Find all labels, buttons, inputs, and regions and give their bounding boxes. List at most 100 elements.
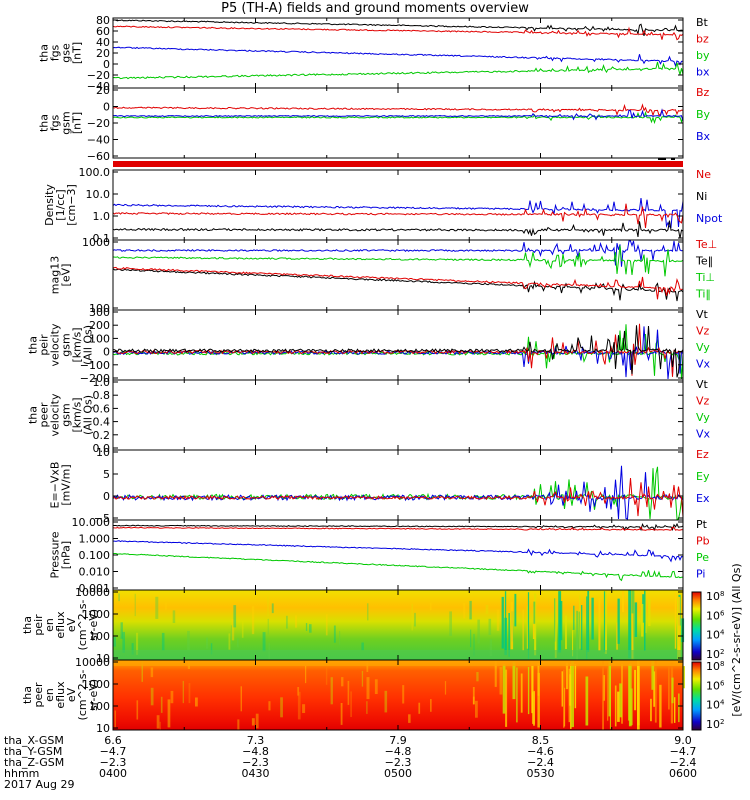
ytick-label: 1.000 — [79, 533, 111, 546]
bt-trace — [112, 19, 684, 37]
peir-spec-streak — [228, 633, 231, 650]
ytick-label: 0.001 — [79, 582, 111, 595]
peer-spec-streak — [650, 698, 652, 722]
peer-spec-streak — [607, 663, 609, 721]
ytick-label: 300 — [89, 306, 110, 319]
ytick-label: 1000 — [82, 608, 110, 621]
ylabel-line: tha — [21, 616, 34, 634]
fgs-gsm-frame — [112, 87, 684, 159]
peer-spec-streak — [494, 661, 497, 687]
legend-efield-2: Ex — [696, 492, 710, 505]
ytick-label: 80 — [96, 14, 110, 27]
peir-spec-streak — [674, 592, 677, 649]
peer-spec-streak — [302, 704, 306, 713]
peir-spec-streak — [489, 639, 493, 656]
bottom-value-t: 0530 — [526, 767, 555, 780]
peir-spec-streak — [677, 596, 681, 655]
colorbar-tick: 102 — [706, 718, 724, 731]
peir-spec-streak — [463, 603, 466, 619]
ytick-label: 10 — [96, 652, 110, 665]
peir-spec-streak — [325, 614, 328, 636]
legend-fgs-gse-1: bz — [696, 33, 709, 46]
peer-spec-streak — [561, 671, 563, 707]
legend-pressure-3: Pi — [696, 568, 705, 581]
peir-spec-streak — [267, 596, 269, 616]
ylabel-line: gse — [60, 43, 73, 63]
ylabel-line: tha — [38, 114, 51, 132]
bottom-value-y: −4.7 — [669, 745, 697, 758]
bottom-value-z: −2.4 — [669, 756, 697, 769]
ylabel-line: gsm — [60, 111, 73, 134]
peir-spec-streak — [339, 630, 341, 645]
peer-spec-streak — [297, 687, 300, 696]
peer-spec-streak — [499, 667, 503, 695]
ylabel-line: (cm^2-s- — [76, 670, 89, 721]
pb-trace — [112, 526, 684, 531]
peir-spec-spectrogram — [113, 590, 683, 660]
legend-temperature-2: Ti⊥ — [695, 271, 715, 284]
peir-spec-streak — [488, 618, 492, 635]
ylabel-line: E=−VxB — [49, 462, 62, 509]
ylabel-line: [cm−3] — [65, 184, 78, 226]
peir-spec-streak — [172, 610, 176, 623]
peer-spec-streak — [520, 673, 523, 713]
bottom-value-y: −4.8 — [384, 745, 412, 758]
ylabel-line: peer — [38, 402, 51, 428]
peir-spec-streak — [617, 598, 620, 644]
peir-spec-streak — [514, 593, 517, 627]
ytick-label: 10.0 — [86, 188, 111, 201]
peir-spec-streak — [573, 605, 575, 630]
bottom-row-label: tha_X-GSM — [4, 734, 64, 747]
ylabel-line: sr-eV) — [87, 679, 100, 711]
peer-spec-streak — [571, 660, 574, 728]
bottom-row-label: hhmm — [4, 767, 40, 780]
ytick-label: −100 — [80, 359, 110, 372]
pi-trace — [113, 540, 684, 563]
peer-spec-streak — [195, 697, 198, 707]
colorbar-2 — [691, 661, 702, 731]
peer-spec-streak — [617, 691, 620, 722]
peer-spec-streak — [476, 672, 479, 682]
peir-spec-streak — [131, 643, 134, 655]
legend-peir-velocity-2: Vy — [696, 341, 710, 354]
peir-spec-streak — [578, 611, 580, 651]
ylabel-line: velocity — [49, 323, 62, 366]
peer-spec-streak — [374, 679, 378, 694]
colorbar-tick: 108 — [706, 660, 724, 673]
peir-spec-streak — [120, 622, 123, 639]
ylabel-line: [km/s] — [71, 327, 84, 362]
peer-spec-streak — [637, 660, 640, 730]
peir-spec-streak — [587, 591, 590, 652]
npot-trace — [112, 198, 684, 229]
peir-spec-streak — [533, 601, 536, 624]
ylabel-line: eV — [65, 687, 78, 702]
legend-pressure-2: Pe — [696, 551, 709, 564]
peer-spec-streak — [251, 718, 255, 726]
peer-spec-streak — [182, 680, 184, 704]
ylabel-line: (All Qs) — [82, 395, 95, 435]
peer-spec-streak — [150, 687, 154, 706]
ytick-label: 0.4 — [93, 416, 111, 429]
peir-spec-streak — [470, 629, 472, 648]
vt-trace — [112, 325, 684, 378]
peir-spec-streak — [237, 638, 239, 648]
bx-trace — [112, 46, 684, 68]
peer-spec-streak — [659, 684, 662, 728]
bottom-value-t: 0430 — [241, 767, 270, 780]
ytick-label: 100 — [89, 700, 110, 713]
ytick-label: 10000 — [75, 656, 110, 669]
legend-peir-velocity-0: Vt — [696, 308, 709, 321]
ytick-label: 0.6 — [93, 402, 111, 415]
peir-spec-streak — [644, 590, 646, 651]
peir-spec-streak — [136, 632, 139, 655]
peir-spec-streak — [429, 602, 432, 611]
legend-fgs-gse-3: bx — [696, 66, 710, 79]
peir-spec-streak — [534, 593, 537, 656]
peer-spec-streak — [384, 690, 388, 713]
peir-spec-streak — [469, 600, 472, 620]
bottom-value-t: 0600 — [669, 767, 697, 780]
colorbar-1 — [691, 591, 702, 661]
ytick-label: 40 — [96, 36, 110, 49]
peer-spec-streak — [402, 685, 405, 704]
